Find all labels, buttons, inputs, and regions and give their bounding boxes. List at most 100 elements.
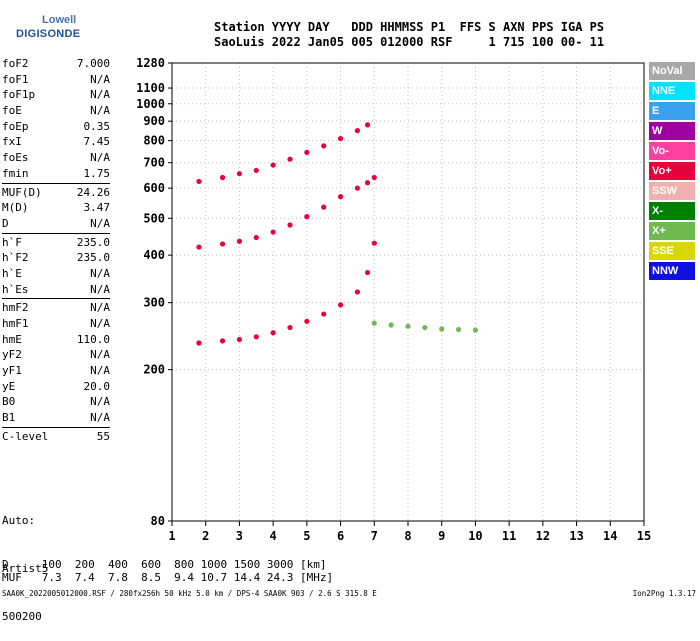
param-name: B0 [2,395,16,409]
param-row: foE N/A [2,103,110,119]
param-row: fxI 7.45 [2,134,110,150]
echo-point [405,323,411,329]
auto-label: Auto: [2,514,36,527]
y-tick-label: 1280 [136,56,165,70]
echo-point [354,289,361,295]
param-row: foEp 0.35 [2,119,110,135]
y-tick-label: 800 [143,134,165,148]
echo-point [270,229,276,235]
param-row: fmin 1.75 [2,166,110,182]
param-value: N/A [90,72,110,86]
param-value: N/A [90,348,110,362]
echo-point [388,322,394,328]
echo-point [371,320,377,326]
x-tick-label: 12 [536,529,550,543]
param-row: foEs N/A [2,150,110,166]
param-row: foF2 7.000 [2,56,110,72]
param-row: foF1p N/A [2,87,110,103]
echo-point [253,234,259,241]
param-value: N/A [90,395,110,409]
echo-point [472,327,479,333]
param-row: h`E N/A [2,266,110,282]
param-separator [2,182,110,184]
software-version: Ion2Png 1.3.17 [632,589,696,598]
x-tick-label: 13 [569,529,583,543]
echo-point [270,162,276,168]
muf-row: MUF 7.3 7.4 7.8 8.5 9.4 10.7 14.4 24.3 [… [2,571,334,584]
param-name: yF1 [2,364,22,378]
param-value: N/A [90,88,110,102]
x-tick-label: 3 [236,529,243,543]
legend-item: SSE [649,242,695,260]
echo-point [337,135,344,142]
echo-point [364,122,371,128]
ionospheric-parameters-panel: foF2 7.000 foF1 N/A foF1p N/A foE N/A foEp 0.35 fx… [2,56,110,445]
param-value: N/A [90,301,110,315]
echo-point [304,318,310,324]
echo-point [196,244,202,250]
echo-point [337,194,344,200]
x-tick-label: 15 [637,529,651,543]
y-tick-label: 700 [143,156,165,170]
echo-point [371,174,377,181]
echo-point [354,128,361,134]
param-name: M(D) [2,201,29,215]
param-row: h`Es N/A [2,282,110,298]
param-row: yF2 N/A [2,347,110,363]
header-values: SaoLuis 2022 Jan05 005 012000 RSF 1 715 … [214,35,605,49]
param-separator [2,298,110,300]
param-value: N/A [90,411,110,425]
param-name: hmE [2,332,22,346]
echo-point [219,174,226,181]
legend-item: NNW [649,262,695,280]
param-row: hmE 110.0 [2,332,110,348]
param-name: D [2,216,9,230]
echo-point [196,178,202,185]
param-value: 235.0 [76,251,110,265]
echo-point [304,214,310,220]
legend-item: NoVal [649,62,695,80]
x-tick-label: 11 [502,529,516,543]
y-tick-label: 900 [143,114,165,128]
param-row: yF1 N/A [2,363,110,379]
legend-item: X- [649,202,695,220]
logo-digisonde-text: DIGISONDE [16,28,81,40]
param-row: hmF2 N/A [2,300,110,316]
param-row: C-level 55 [2,429,110,445]
echo-point [354,185,361,191]
x-tick-label: 4 [270,529,277,543]
x-tick-label: 2 [202,529,209,543]
param-value: 20.0 [83,379,111,393]
param-row: h`F 235.0 [2,235,110,251]
param-value: 235.0 [76,235,110,249]
echo-point [439,326,445,332]
param-name: h`Es [2,282,29,296]
digisonde-logo: Lowell DIGISONDE [2,6,82,46]
legend-item: X+ [649,222,695,240]
echo-point [364,180,371,186]
legend-item: W [649,122,695,140]
file-info-footer: SAA0K_2022005012000.RSF / 280fx256h 50 k… [2,589,377,598]
echo-point [253,334,259,340]
echo-point [321,204,327,210]
y-tick-label: 1100 [136,81,165,95]
param-name: fmin [2,166,29,180]
param-separator [2,426,110,428]
param-row: B0 N/A [2,394,110,410]
echo-point [236,238,243,244]
x-tick-label: 8 [404,529,411,543]
param-name: h`F2 [2,251,29,265]
distance-row: D 100 200 400 600 800 1000 1500 3000 [km… [2,558,327,571]
ionogram-chart: 1 2 3 4 5 6 7 8 9 10 11 12 13 14 158020030040050060070… [136,56,651,543]
param-row: M(D) 3.47 [2,200,110,216]
param-name: foF1 [2,72,29,86]
param-value: N/A [90,317,110,330]
echo-point [371,240,377,246]
echo-point [455,326,462,333]
echo-point [253,167,259,174]
y-tick-label: 600 [143,181,165,195]
param-name: foF1p [2,88,36,102]
param-name: foE [2,104,22,118]
legend-item: NNE [649,82,695,100]
param-value: N/A [90,266,110,280]
